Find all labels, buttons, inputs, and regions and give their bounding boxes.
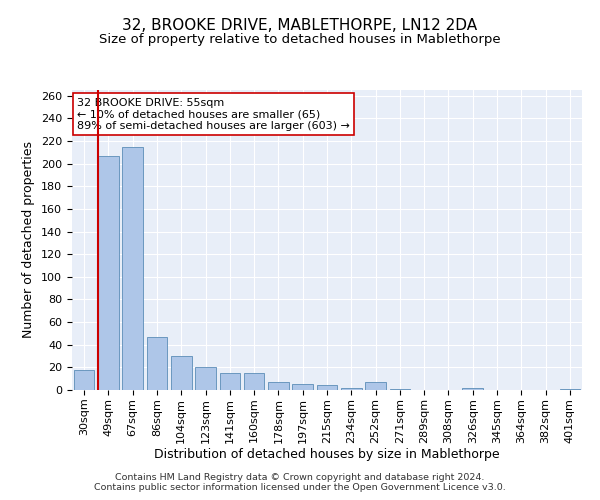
- Bar: [74, 370, 94, 390]
- Bar: [389, 389, 410, 390]
- Bar: [463, 388, 483, 390]
- X-axis label: Distribution of detached houses by size in Mablethorpe: Distribution of detached houses by size …: [154, 448, 500, 462]
- Bar: [171, 356, 191, 390]
- Bar: [560, 389, 580, 390]
- Bar: [341, 388, 362, 390]
- Bar: [268, 382, 289, 390]
- Bar: [122, 146, 143, 390]
- Bar: [365, 382, 386, 390]
- Bar: [292, 384, 313, 390]
- Y-axis label: Number of detached properties: Number of detached properties: [22, 142, 35, 338]
- Text: Size of property relative to detached houses in Mablethorpe: Size of property relative to detached ho…: [99, 32, 501, 46]
- Bar: [317, 386, 337, 390]
- Text: 32 BROOKE DRIVE: 55sqm
← 10% of detached houses are smaller (65)
89% of semi-det: 32 BROOKE DRIVE: 55sqm ← 10% of detached…: [77, 98, 350, 130]
- Bar: [220, 373, 240, 390]
- Text: Contains HM Land Registry data © Crown copyright and database right 2024.
Contai: Contains HM Land Registry data © Crown c…: [94, 473, 506, 492]
- Bar: [244, 373, 265, 390]
- Bar: [195, 368, 216, 390]
- Bar: [146, 337, 167, 390]
- Bar: [98, 156, 119, 390]
- Text: 32, BROOKE DRIVE, MABLETHORPE, LN12 2DA: 32, BROOKE DRIVE, MABLETHORPE, LN12 2DA: [122, 18, 478, 32]
